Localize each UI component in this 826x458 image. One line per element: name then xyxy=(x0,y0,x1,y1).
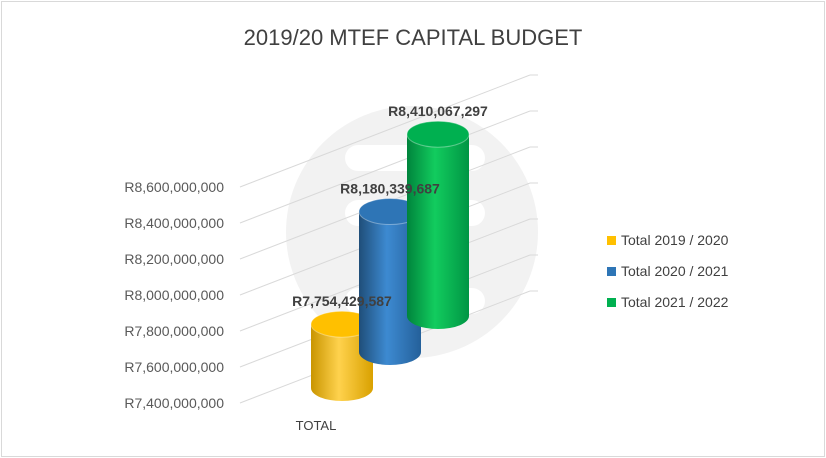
data-label: R7,754,429,587 xyxy=(292,293,392,309)
bar-body xyxy=(359,211,421,365)
legend-swatch xyxy=(607,298,616,307)
bar-top-cap xyxy=(406,120,470,148)
bar-2 xyxy=(358,198,422,365)
legend-entry: Total 2021 / 2022 xyxy=(621,294,729,310)
gridline-diagonal xyxy=(239,74,531,188)
chart-title: 2019/20 MTEF CAPITAL BUDGET xyxy=(244,25,583,50)
legend: Total 2019 / 2020 Total 2020 / 2021 Total … xyxy=(607,232,729,310)
y-tick-label: R7,600,000,000 xyxy=(124,359,224,375)
data-label: R8,180,339,687 xyxy=(340,181,440,197)
bar-3 xyxy=(406,120,470,329)
bar-body xyxy=(311,324,373,401)
y-tick-label: R8,400,000,000 xyxy=(124,215,224,231)
y-axis-ticks: R7,400,000,000 R7,600,000,000 R7,800,000,0… xyxy=(124,179,224,411)
legend-swatch xyxy=(607,267,616,276)
legend-entry: Total 2019 / 2020 xyxy=(621,232,729,248)
y-tick-label: R8,600,000,000 xyxy=(124,179,224,195)
y-tick-label: R8,000,000,000 xyxy=(124,287,224,303)
y-tick-label: R7,400,000,000 xyxy=(124,395,224,411)
data-label: R8,410,067,297 xyxy=(388,103,488,119)
y-tick-label: R8,200,000,000 xyxy=(124,251,224,267)
data-labels: R7,754,429,587 R8,180,339,687 R8,410,067,2… xyxy=(292,103,488,309)
legend-entry: Total 2020 / 2021 xyxy=(621,263,729,279)
legend-swatch xyxy=(607,236,616,245)
bar-body xyxy=(407,134,469,329)
gridline-diagonal xyxy=(239,110,531,224)
y-tick-label: R7,800,000,000 xyxy=(124,323,224,339)
bars xyxy=(310,120,470,401)
bar-1 xyxy=(310,310,374,401)
x-category-label: TOTAL xyxy=(296,418,337,433)
